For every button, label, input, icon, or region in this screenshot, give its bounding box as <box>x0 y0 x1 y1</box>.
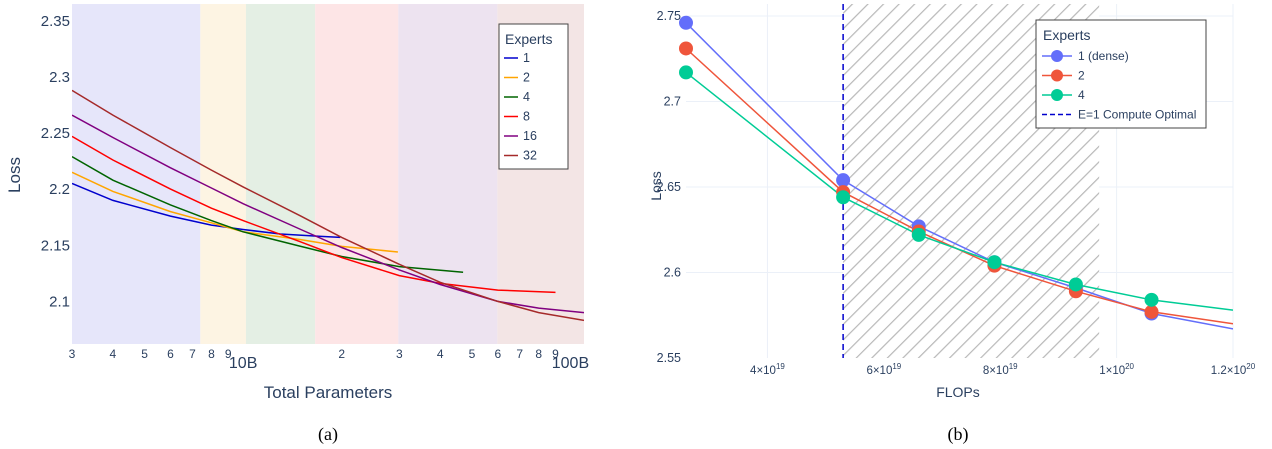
chart-b-x-axis-title: FLOPs <box>936 384 980 400</box>
legend-label: 4 <box>523 90 530 104</box>
x-tick-label: 100B <box>552 355 589 372</box>
y-tick-label: 2.2 <box>49 181 70 198</box>
legend-label: 16 <box>523 129 537 143</box>
series-line-8 <box>72 135 556 294</box>
y-tick-label: 2.6 <box>664 265 681 279</box>
legend-label: 2 <box>523 71 530 85</box>
band-3 <box>315 4 399 344</box>
data-point-4 <box>987 255 1002 270</box>
x-tick-label: 10B <box>229 355 257 372</box>
x-tick-label: 1.2×1020 <box>1211 362 1256 377</box>
x-tick-exponent: 20 <box>1246 362 1255 371</box>
legend-label: E=1 Compute Optimal <box>1078 108 1196 122</box>
data-point-1 (dense) <box>679 15 693 30</box>
y-tick-label: 2.75 <box>657 9 681 23</box>
y-tick-label: 2.25 <box>41 125 70 142</box>
x-tick-label: 6 <box>167 347 174 361</box>
x-tick-label: 4×1019 <box>750 362 785 377</box>
x-tick-label: 4 <box>437 347 444 361</box>
x-tick-mantissa: 8×10 <box>983 365 1009 377</box>
x-tick-label: 1×1020 <box>1099 362 1134 377</box>
x-tick-exponent: 19 <box>1009 362 1018 371</box>
band-1 <box>200 4 246 344</box>
chart-a-y-ticks: 2.1 2.15 2.2 2.25 2.3 2.35 <box>41 13 70 311</box>
series-line-32 <box>72 89 584 322</box>
data-point-2 <box>679 41 693 56</box>
y-tick-label: 2.35 <box>41 13 70 30</box>
x-tick-label: 9 <box>552 347 559 361</box>
x-tick-label: 3 <box>69 347 76 361</box>
x-tick-label: 8 <box>535 347 542 361</box>
band-4 <box>398 4 498 344</box>
data-point-2 <box>1144 304 1159 319</box>
chart-b-markers <box>679 15 1159 321</box>
x-tick-exponent: 19 <box>776 362 785 371</box>
x-tick-label: 8 <box>208 347 215 361</box>
legend-label: 1 <box>523 51 530 65</box>
band-0 <box>72 4 201 344</box>
legend-swatch-marker-1 (dense) <box>1051 50 1063 62</box>
x-tick-label: 6 <box>494 347 501 361</box>
legend-label: 32 <box>523 149 537 163</box>
y-tick-label: 2.7 <box>664 94 681 108</box>
y-tick-label: 2.15 <box>41 237 70 254</box>
chart-b-legend-box <box>1035 19 1207 129</box>
x-tick-label: 7 <box>516 347 523 361</box>
band-2 <box>245 4 316 344</box>
legend-label: 2 <box>1078 69 1085 83</box>
x-tick-label: 7 <box>189 347 196 361</box>
chart-b-x-ticks: 4×1019 6×1019 8×1019 1×1020 1.2×1020 <box>750 362 1256 377</box>
data-point-4 <box>679 65 693 80</box>
chart-a-legend-title: Experts <box>505 31 552 47</box>
y-tick-label: 2.65 <box>657 180 681 194</box>
x-tick-label: 8×1019 <box>983 362 1018 377</box>
y-tick-label: 2.1 <box>49 293 70 310</box>
chart-b-legend: Experts 1 (dense) 2 4 E=1 Compute Optimal <box>1035 19 1207 129</box>
y-tick-label: 2.55 <box>657 351 681 365</box>
legend-label: 8 <box>523 110 530 124</box>
x-tick-label: 2 <box>338 347 345 361</box>
legend-label: 1 (dense) <box>1078 49 1129 63</box>
x-tick-label: 5 <box>469 347 476 361</box>
x-tick-mantissa: 4×10 <box>750 365 776 377</box>
y-tick-label: 2.3 <box>49 69 70 86</box>
legend-swatch-marker-4 <box>1051 89 1063 101</box>
x-tick-label: 6×1019 <box>866 362 901 377</box>
data-point-4 <box>836 190 851 205</box>
chart-a-legend: Experts 1 2 4 8 16 32 <box>498 23 569 170</box>
x-tick-mantissa: 6×10 <box>866 365 892 377</box>
x-tick-mantissa: 1×10 <box>1099 365 1125 377</box>
x-tick-label: 9 <box>225 347 232 361</box>
legend-label: 4 <box>1078 88 1085 102</box>
x-tick-exponent: 20 <box>1125 362 1134 371</box>
data-point-1 (dense) <box>836 173 851 188</box>
chart-b-legend-title: Experts <box>1043 27 1090 43</box>
caption-a: (a) <box>318 424 338 445</box>
chart-a-y-axis-title: Loss <box>5 157 24 193</box>
data-point-4 <box>1068 277 1083 292</box>
chart-b: 2.552.62.652.72.75 4×1019 6×1019 8×1019 1×1… <box>648 4 1256 445</box>
chart-b-y-axis-title: Loss <box>648 171 664 201</box>
x-tick-label: 4 <box>110 347 117 361</box>
x-tick-label: 3 <box>396 347 403 361</box>
chart-a-lines <box>72 89 584 322</box>
caption-b: (b) <box>948 424 969 445</box>
x-tick-label: 5 <box>141 347 148 361</box>
chart-a-x-axis-title: Total Parameters <box>264 383 393 402</box>
x-tick-exponent: 19 <box>892 362 901 371</box>
data-point-4 <box>911 227 926 242</box>
legend-swatch-marker-2 <box>1051 69 1063 82</box>
data-point-4 <box>1144 292 1159 307</box>
x-tick-mantissa: 1.2×10 <box>1211 365 1247 377</box>
chart-b-y-ticks: 2.55 2.6 2.65 2.7 2.75 <box>657 9 681 365</box>
